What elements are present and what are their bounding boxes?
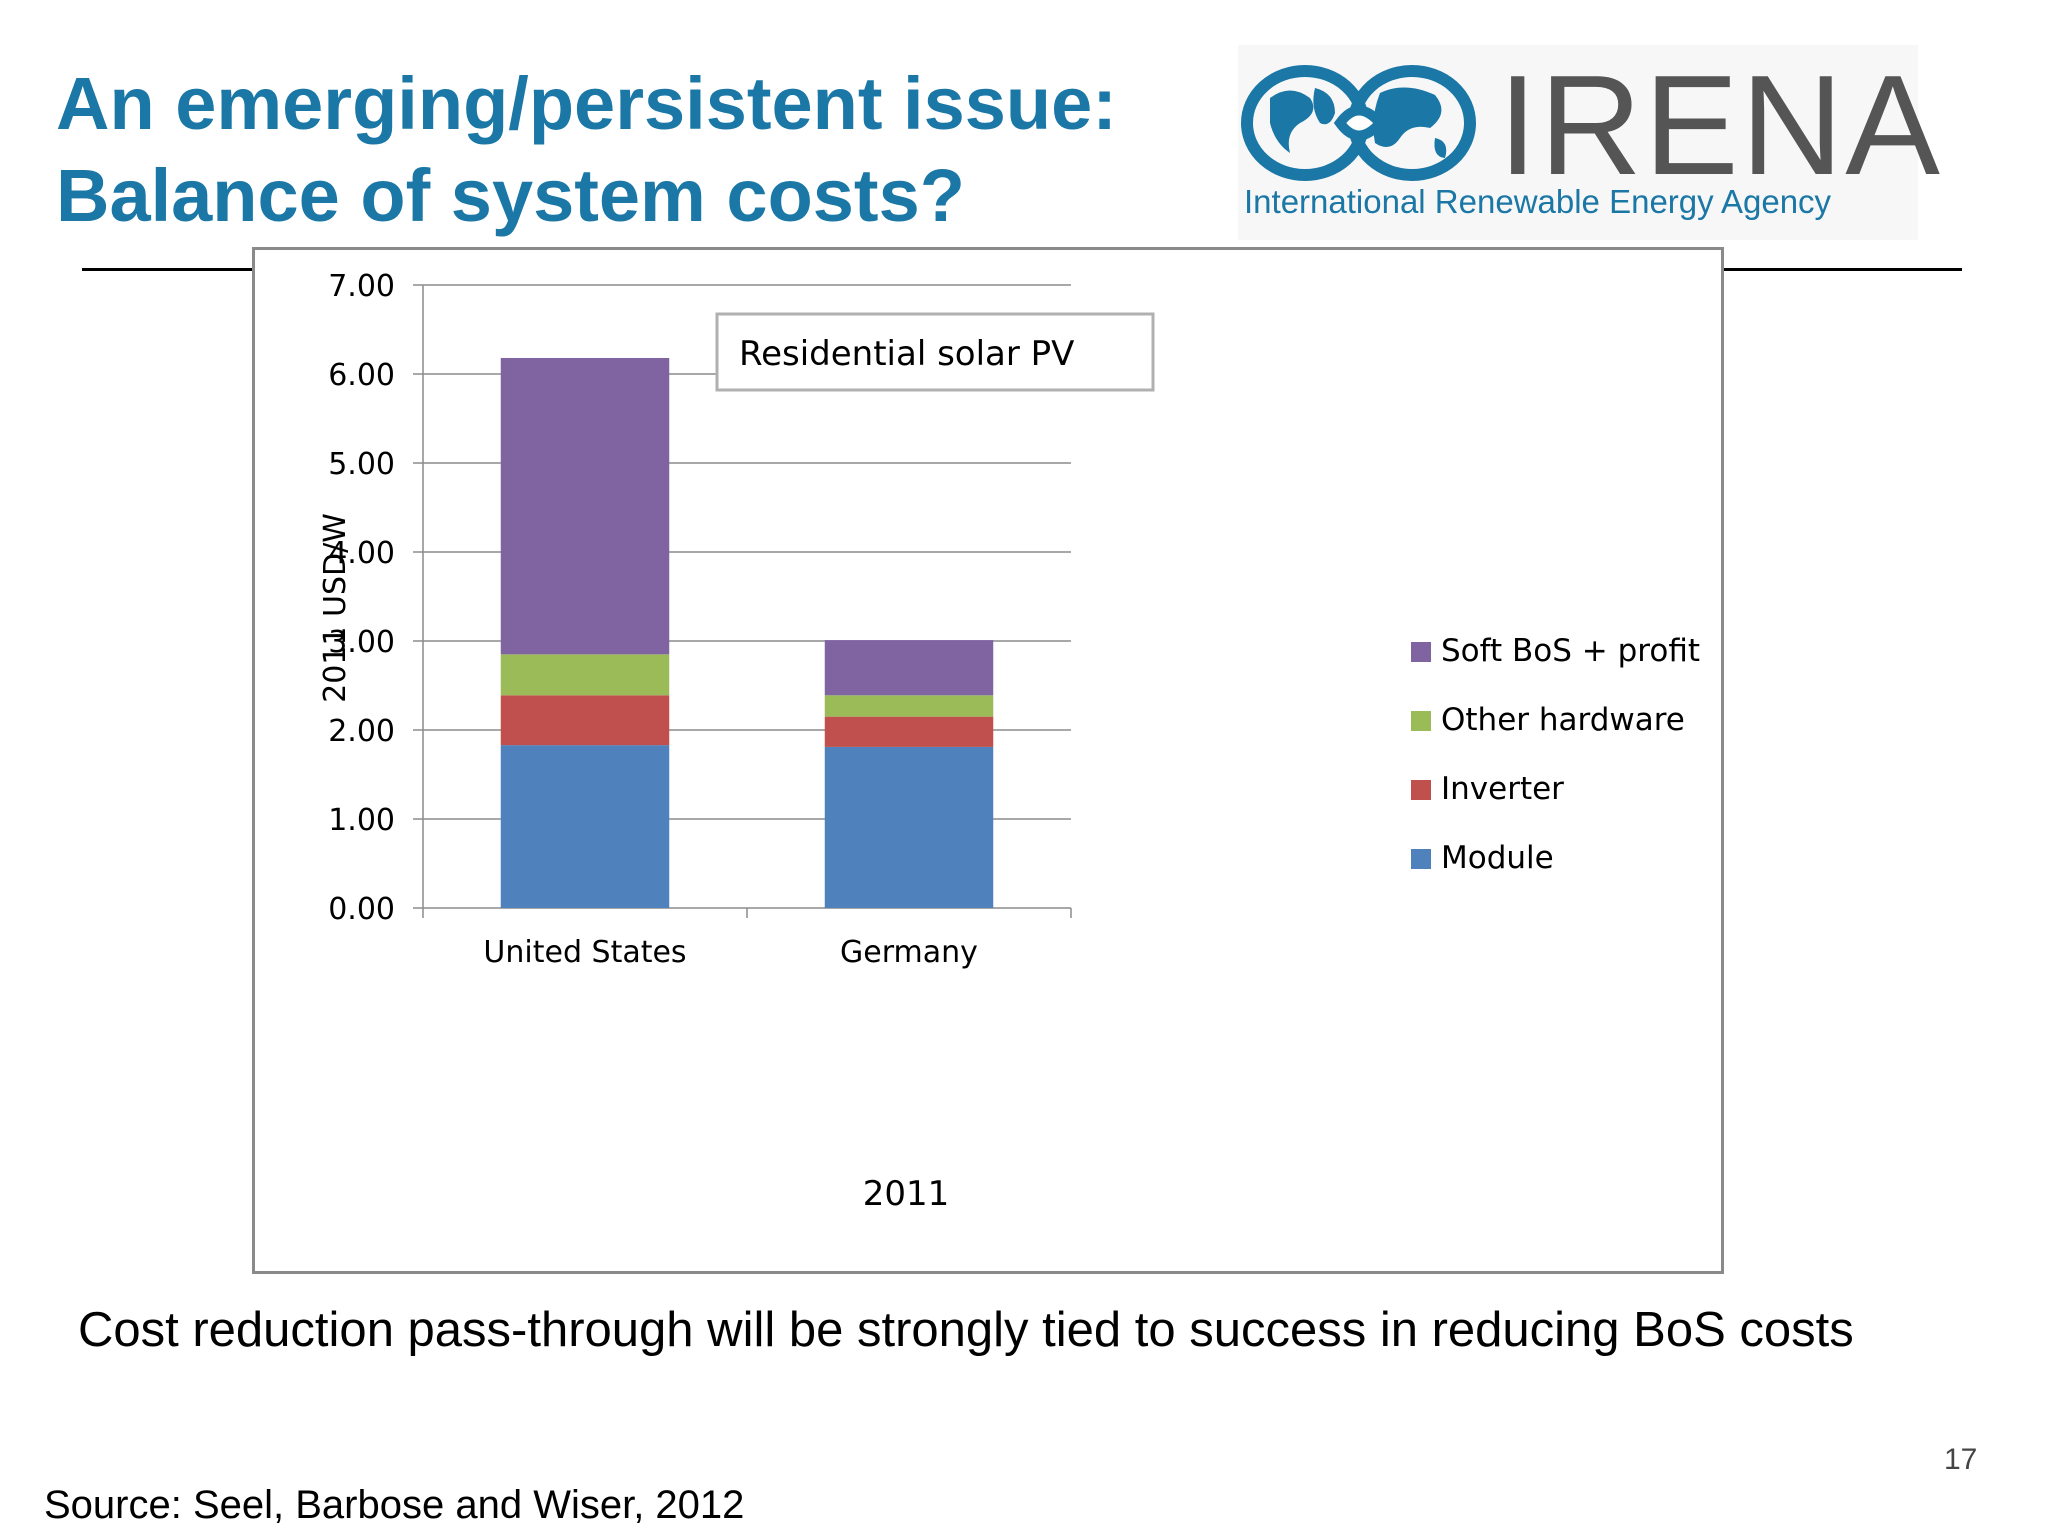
chart-title: Residential solar PV [739, 334, 1074, 374]
legend-label: Module [1441, 840, 1554, 876]
bar-segment [500, 745, 670, 908]
bar-segment [500, 357, 670, 655]
title-line-1: An emerging/persistent issue: [56, 62, 1117, 145]
y-tick-label: 3.00 [328, 625, 395, 660]
bar-segment [500, 654, 670, 696]
header-rule-left [82, 268, 256, 271]
logo-wordmark: IRENA [1498, 46, 1942, 205]
slide-caption: Cost reduction pass-through will be stro… [78, 1303, 1854, 1357]
bar-segment [824, 746, 994, 908]
chart-title-box [715, 312, 1155, 392]
logo-subtitle: International Renewable Energy Agency [1244, 183, 1832, 220]
legend-swatch [1411, 711, 1431, 731]
globe-infinity-icon [1241, 65, 1476, 181]
y-tick-labels: 0.00 1.00 2.00 3.00 4.00 5.00 6.00 7.00 [328, 269, 395, 927]
slide-title: An emerging/persistent issue: Balance of… [56, 58, 1117, 242]
bar-segment [824, 640, 994, 696]
y-tick-label: 0.00 [328, 892, 395, 927]
page-number: 17 [1944, 1443, 1978, 1476]
y-tick-label: 7.00 [328, 269, 395, 304]
bar-segment [500, 695, 670, 746]
stacked-bar-chart: 0.00 1.00 2.00 3.00 4.00 5.00 6.00 7.00 United … [318, 269, 1700, 1214]
bar-segment [824, 695, 994, 717]
bar-segment [824, 716, 994, 747]
legend-swatch [1411, 780, 1431, 800]
x-tick-label: United States [483, 935, 686, 970]
legend-label: Inverter [1441, 771, 1564, 807]
x-tick-label: Germany [840, 935, 978, 970]
y-axis-label: 2011 USD/W [318, 513, 353, 703]
legend: Soft BoS + profit Other hardware Inverter M… [1411, 633, 1700, 876]
y-tick-label: 2.00 [328, 714, 395, 749]
legend-label: Soft BoS + profit [1441, 633, 1700, 669]
chart-frame: 0.00 1.00 2.00 3.00 4.00 5.00 6.00 7.00 United … [252, 247, 1724, 1274]
legend-swatch [1411, 849, 1431, 869]
y-tick-label: 4.00 [328, 536, 395, 571]
irena-logo: IRENA International Renewable Energy Age… [1238, 45, 1940, 240]
x-axis-label: 2011 [863, 1174, 950, 1214]
bars [500, 357, 994, 908]
title-line-2: Balance of system costs? [56, 154, 965, 237]
legend-swatch [1411, 642, 1431, 662]
y-tick-label: 5.00 [328, 447, 395, 482]
y-tick-label: 1.00 [328, 803, 395, 838]
y-tick-label: 6.00 [328, 358, 395, 393]
header-rule-right [1722, 268, 1962, 271]
legend-label: Other hardware [1441, 702, 1685, 738]
x-tick-labels: United States Germany [483, 935, 978, 970]
source-note: Source: Seel, Barbose and Wiser, 2012 [44, 1483, 745, 1527]
